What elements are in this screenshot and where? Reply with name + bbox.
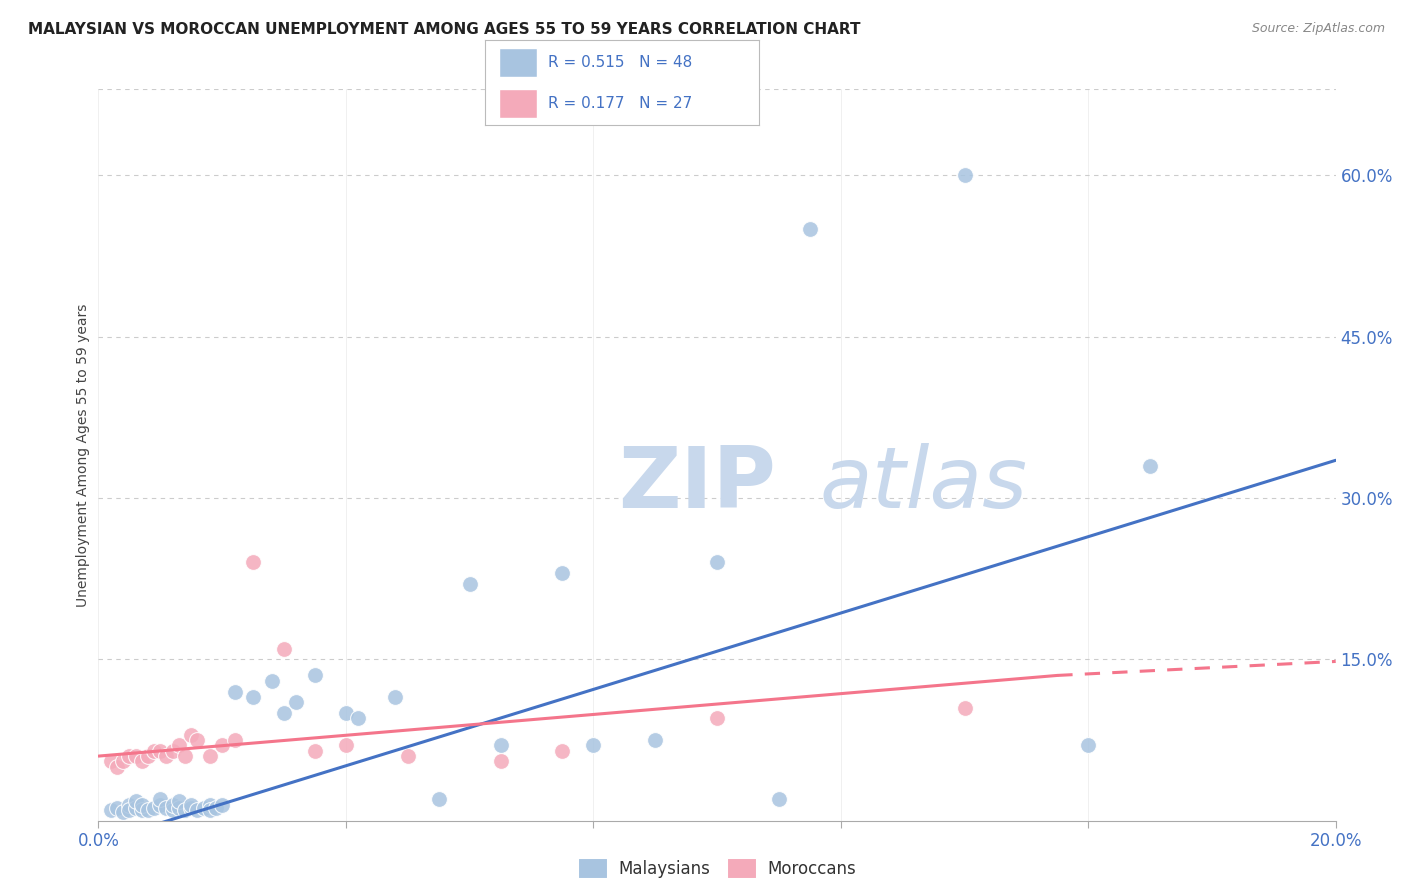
Point — [155, 801, 177, 815]
Point — [953, 700, 976, 714]
Point — [205, 801, 228, 815]
Point — [396, 749, 419, 764]
Point — [242, 690, 264, 704]
Point — [644, 733, 666, 747]
Point — [180, 797, 202, 812]
Point — [193, 801, 215, 815]
Point — [112, 805, 135, 819]
Point — [180, 801, 202, 815]
Text: ZIP: ZIP — [619, 442, 776, 525]
Point — [224, 733, 246, 747]
Point — [211, 739, 233, 753]
Point — [162, 797, 184, 812]
Point — [706, 711, 728, 725]
Text: atlas: atlas — [820, 442, 1028, 525]
Point — [347, 711, 370, 725]
Point — [143, 801, 166, 815]
Point — [285, 695, 308, 709]
Point — [582, 739, 605, 753]
Point — [427, 792, 450, 806]
Point — [124, 749, 146, 764]
Point — [105, 801, 128, 815]
Point — [458, 577, 481, 591]
Point — [551, 566, 574, 581]
Text: R = 0.515   N = 48: R = 0.515 N = 48 — [548, 54, 692, 70]
Point — [489, 755, 512, 769]
Point — [155, 749, 177, 764]
Point — [131, 803, 153, 817]
Point — [198, 797, 221, 812]
Text: R = 0.177   N = 27: R = 0.177 N = 27 — [548, 96, 692, 112]
Point — [118, 749, 141, 764]
Point — [186, 733, 208, 747]
Point — [198, 803, 221, 817]
Point — [799, 222, 821, 236]
Point — [384, 690, 406, 704]
Point — [167, 801, 190, 815]
Point — [143, 744, 166, 758]
Point — [273, 706, 295, 720]
Point — [489, 739, 512, 753]
Point — [149, 792, 172, 806]
Y-axis label: Unemployment Among Ages 55 to 59 years: Unemployment Among Ages 55 to 59 years — [76, 303, 90, 607]
Point — [304, 744, 326, 758]
Point — [112, 755, 135, 769]
Point — [136, 803, 159, 817]
Point — [260, 673, 283, 688]
Bar — [499, 89, 537, 118]
Point — [304, 668, 326, 682]
Point — [167, 794, 190, 808]
Point — [551, 744, 574, 758]
Point — [174, 803, 197, 817]
Text: MALAYSIAN VS MOROCCAN UNEMPLOYMENT AMONG AGES 55 TO 59 YEARS CORRELATION CHART: MALAYSIAN VS MOROCCAN UNEMPLOYMENT AMONG… — [28, 22, 860, 37]
Point — [100, 755, 122, 769]
Point — [131, 755, 153, 769]
Point — [335, 706, 357, 720]
Point — [118, 797, 141, 812]
Point — [211, 797, 233, 812]
Point — [105, 760, 128, 774]
Point — [186, 803, 208, 817]
Point — [124, 801, 146, 815]
Point — [768, 792, 790, 806]
Legend: Malaysians, Moroccans: Malaysians, Moroccans — [572, 852, 862, 886]
Point — [124, 794, 146, 808]
Point — [953, 168, 976, 182]
Point — [335, 739, 357, 753]
Point — [180, 728, 202, 742]
Point — [118, 803, 141, 817]
Point — [273, 641, 295, 656]
Bar — [499, 48, 537, 77]
Point — [162, 803, 184, 817]
Point — [149, 744, 172, 758]
Point — [162, 744, 184, 758]
Point — [242, 556, 264, 570]
Point — [1139, 458, 1161, 473]
Point — [174, 749, 197, 764]
Point — [149, 797, 172, 812]
Point — [706, 556, 728, 570]
Text: Source: ZipAtlas.com: Source: ZipAtlas.com — [1251, 22, 1385, 36]
Point — [224, 684, 246, 698]
Point — [136, 749, 159, 764]
Point — [1077, 739, 1099, 753]
Point — [131, 797, 153, 812]
Point — [100, 803, 122, 817]
Point — [167, 739, 190, 753]
Point — [198, 749, 221, 764]
